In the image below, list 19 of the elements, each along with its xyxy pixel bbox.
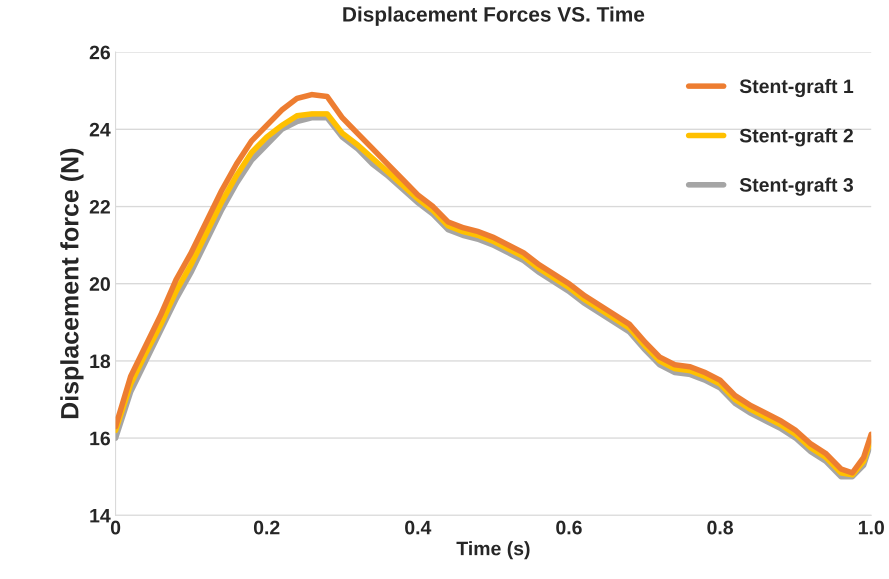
y-tick-label: 24 (90, 122, 111, 136)
y-tick-label: 14 (90, 508, 111, 522)
x-tick-label: 0.6 (556, 520, 582, 534)
legend-label: Stent-graft 3 (740, 178, 854, 196)
x-tick-label: 0.4 (405, 520, 432, 534)
y-tick-label: 22 (90, 200, 110, 214)
y-tick-label: 16 (90, 432, 110, 446)
y-tick-label: 26 (90, 46, 110, 60)
legend-label: Stent-graft 1 (740, 78, 854, 98)
x-tick-label: 0 (110, 520, 120, 534)
y-tick-label: 20 (90, 277, 110, 291)
x-tick-label: 1.0 (858, 520, 884, 534)
x-tick-label: 0.2 (254, 520, 280, 534)
y-tick-label: 18 (90, 354, 110, 368)
x-tick-label: 0.8 (707, 520, 734, 534)
legend-label: Stent-graft 2 (740, 128, 853, 146)
x-axis-title: Time (s) (456, 541, 530, 560)
y-axis-title: Displacement force (N) (60, 148, 84, 418)
chart-title: Displacement Forces VS. Time (343, 6, 644, 26)
